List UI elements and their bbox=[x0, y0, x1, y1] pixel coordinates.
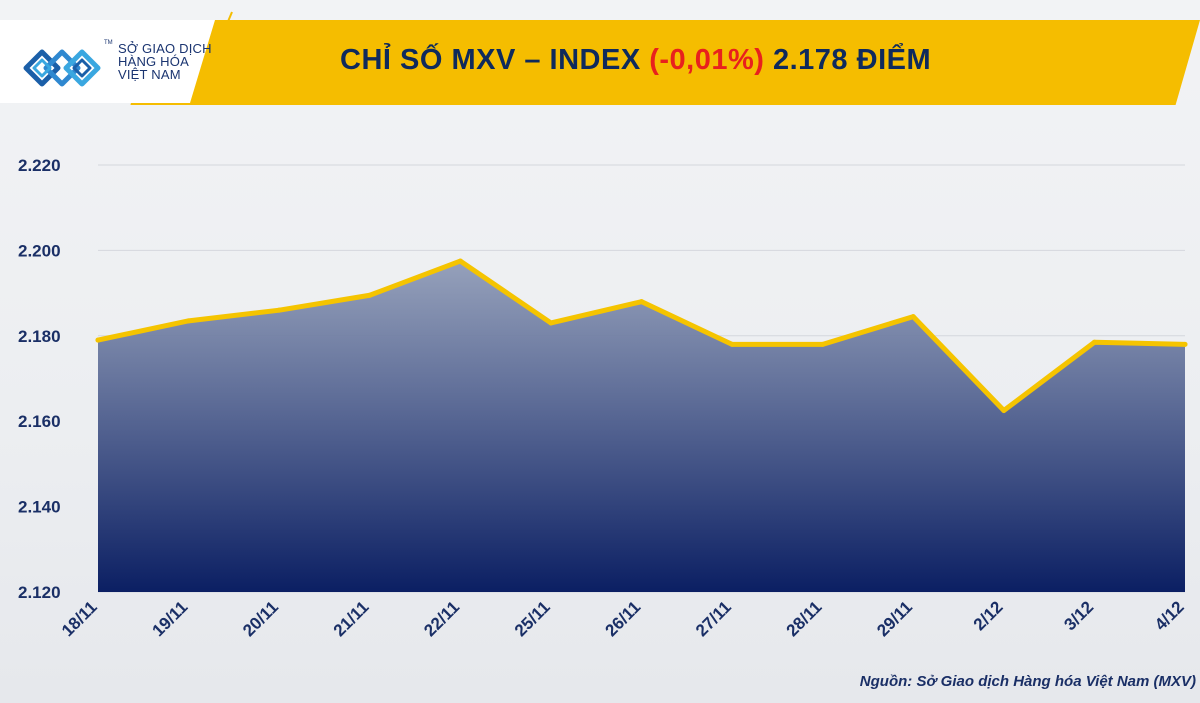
mxv-logo: SỞ GIAO DỊCH HÀNG HÓA VIỆT NAM TM bbox=[0, 20, 215, 102]
title-prefix: CHỈ SỐ MXV – INDEX bbox=[340, 44, 650, 76]
title-change: (-0,01%) bbox=[649, 44, 765, 76]
x-tick-label: 4/12 bbox=[1151, 597, 1188, 634]
title-banner bbox=[0, 0, 1200, 105]
data-point bbox=[367, 292, 373, 298]
data-point bbox=[457, 258, 463, 264]
y-tick-label: 2.220 bbox=[18, 156, 61, 175]
x-tick-label: 20/11 bbox=[239, 597, 282, 640]
logo-line-1: SỞ GIAO DỊCH bbox=[118, 41, 212, 56]
y-tick-label: 2.180 bbox=[18, 327, 61, 346]
x-tick-label: 25/11 bbox=[511, 597, 554, 640]
mxv-logo-icon bbox=[23, 49, 101, 87]
x-tick-label: 29/11 bbox=[873, 597, 916, 640]
x-tick-label: 27/11 bbox=[692, 597, 735, 640]
trademark-mark: TM bbox=[104, 40, 113, 46]
source-note: Nguồn: Sở Giao dịch Hàng hóa Việt Nam (M… bbox=[859, 673, 1196, 690]
title-suffix: 2.178 ĐIỂM bbox=[764, 44, 932, 76]
data-point bbox=[1182, 341, 1188, 347]
x-tick-label: 3/12 bbox=[1060, 597, 1097, 634]
area-fill bbox=[98, 261, 1185, 592]
data-point bbox=[820, 341, 826, 347]
data-point bbox=[910, 314, 916, 320]
x-tick-label: 26/11 bbox=[601, 597, 644, 640]
x-tick-label: 2/12 bbox=[970, 597, 1007, 634]
y-tick-label: 2.140 bbox=[18, 498, 61, 517]
x-tick-label: 28/11 bbox=[783, 597, 826, 640]
data-point bbox=[639, 299, 644, 305]
data-point bbox=[276, 307, 282, 313]
logo-wordmark: SỞ GIAO DỊCH HÀNG HÓA VIỆT NAM bbox=[118, 42, 212, 81]
logo-line-3: VIỆT NAM bbox=[118, 67, 181, 82]
data-point bbox=[1001, 408, 1007, 414]
x-tick-label: 22/11 bbox=[420, 597, 463, 640]
data-point bbox=[186, 318, 192, 324]
data-point bbox=[95, 337, 101, 343]
data-point bbox=[1091, 339, 1097, 345]
x-tick-label: 19/11 bbox=[149, 597, 192, 640]
y-tick-label: 2.160 bbox=[18, 412, 61, 431]
x-tick-label: 21/11 bbox=[330, 597, 373, 640]
y-tick-label: 2.120 bbox=[18, 583, 61, 602]
page-title: CHỈ SỐ MXV – INDEX (-0,01%) 2.178 ĐIỂM bbox=[340, 44, 931, 84]
x-tick-label: 18/11 bbox=[58, 597, 101, 640]
data-point bbox=[548, 320, 554, 326]
data-point bbox=[729, 341, 735, 347]
logo-line-2: HÀNG HÓA bbox=[118, 54, 189, 69]
y-tick-label: 2.200 bbox=[18, 241, 61, 260]
